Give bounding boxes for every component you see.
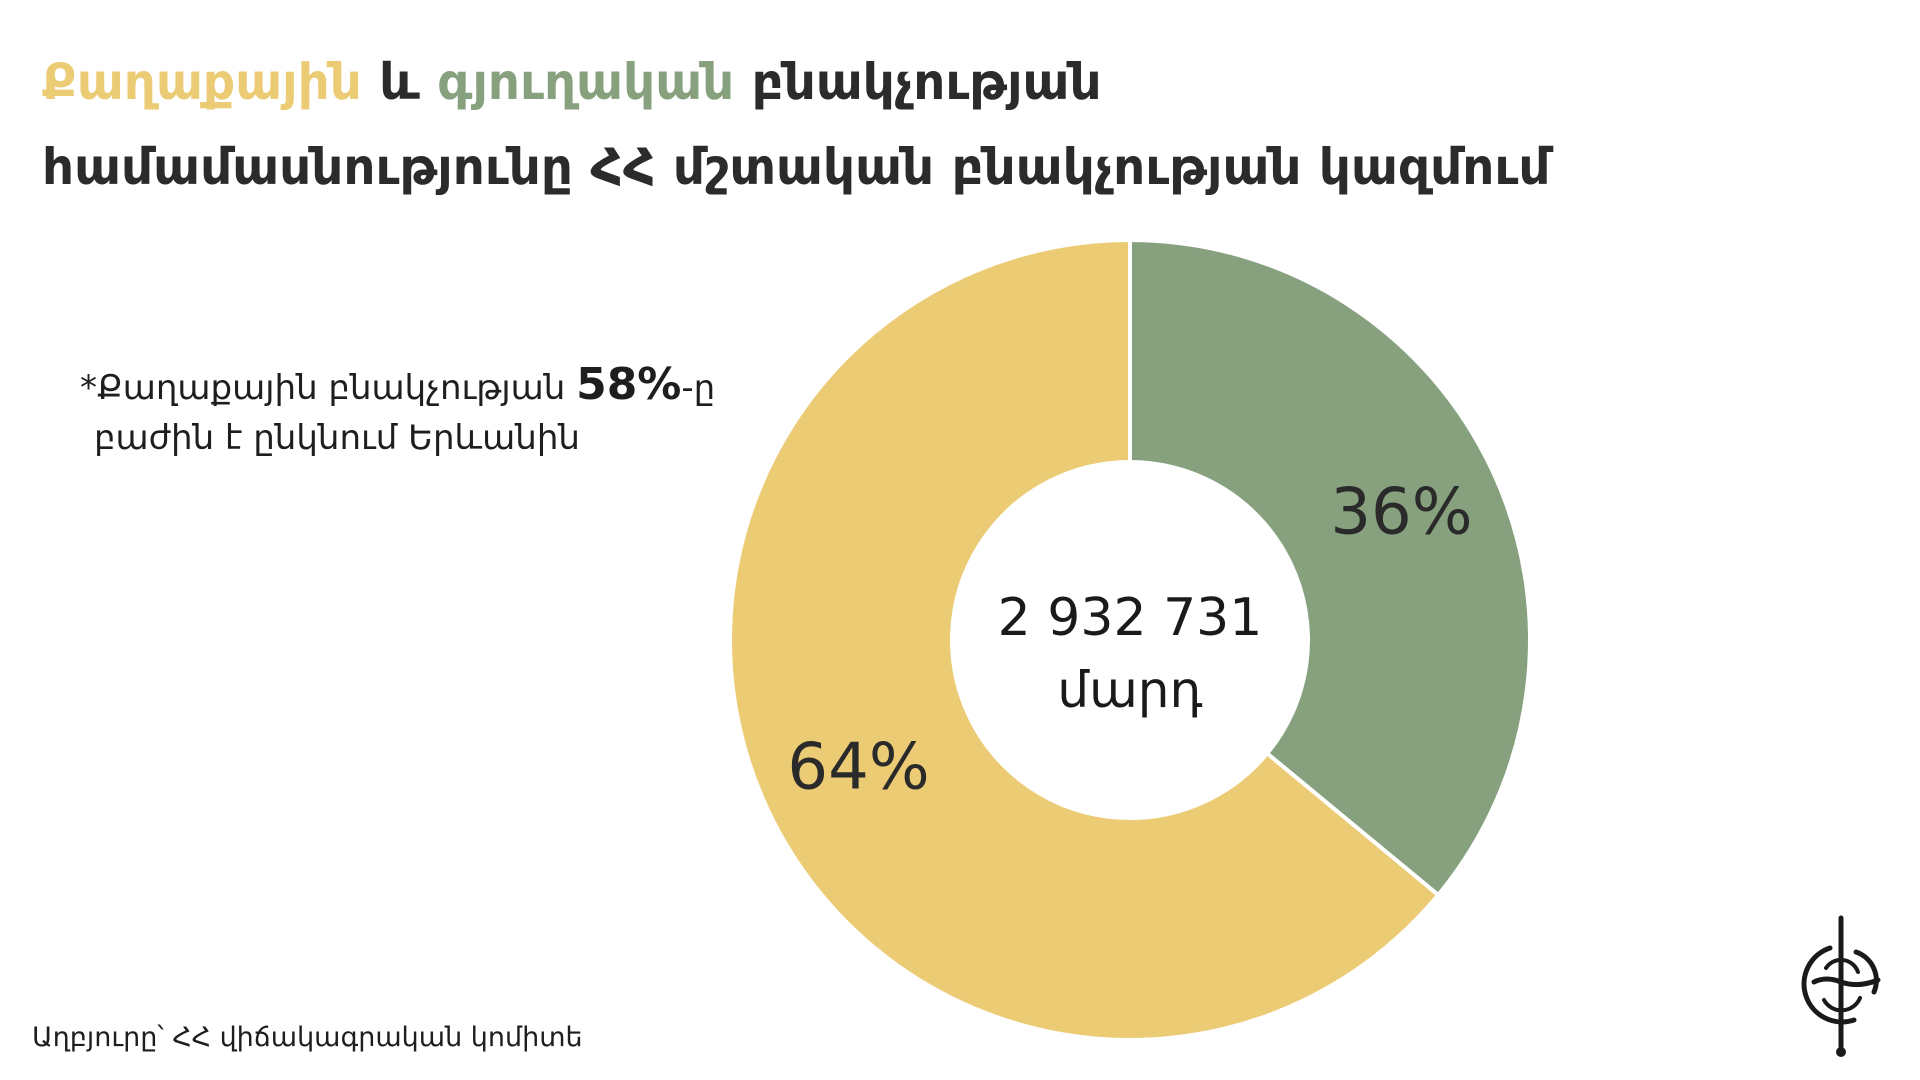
footnote-suffix: -ը [681, 368, 716, 408]
title-rural-word: գյուղական [437, 53, 735, 111]
title-line-2: համամասնությունը ՀՀ մշտական բնակչության … [42, 138, 1551, 196]
footnote-prefix: *Քաղաքային բնակչության [80, 368, 577, 408]
chart-title: Քաղաքային և գյուղական բնակչության համամա… [42, 40, 1550, 210]
footnote-percentage: 58% [576, 359, 682, 410]
slice-label-rural: 36% [1330, 475, 1472, 549]
source-note: Աղբյուրը՝ ՀՀ վիճակագրական կոմիտե [32, 1022, 583, 1053]
center-unit-label: մարդ [1057, 661, 1202, 719]
brand-logo-icon [1801, 915, 1881, 1057]
center-total-value: 2 932 731 [998, 588, 1263, 648]
footnote-line-2: բաժին է ընկնում Երևանին [94, 418, 580, 458]
title-population-word: բնակչության [734, 53, 1102, 111]
title-urban-word: Քաղաքային [42, 53, 362, 111]
footnote-line-1: *Քաղաքային բնակչության 58%-ը [80, 360, 715, 413]
footnote-yerevan: *Քաղաքային բնակչության 58%-ը բաժին է ընկ… [80, 360, 715, 463]
title-conjunction: և [361, 53, 438, 111]
title-line-1: Քաղաքային և գյուղական բնակչության [42, 40, 1550, 125]
donut-slice-urban [728, 237, 1442, 1042]
slice-label-urban: 64% [787, 731, 929, 805]
donut-slice-rural [1128, 237, 1532, 898]
